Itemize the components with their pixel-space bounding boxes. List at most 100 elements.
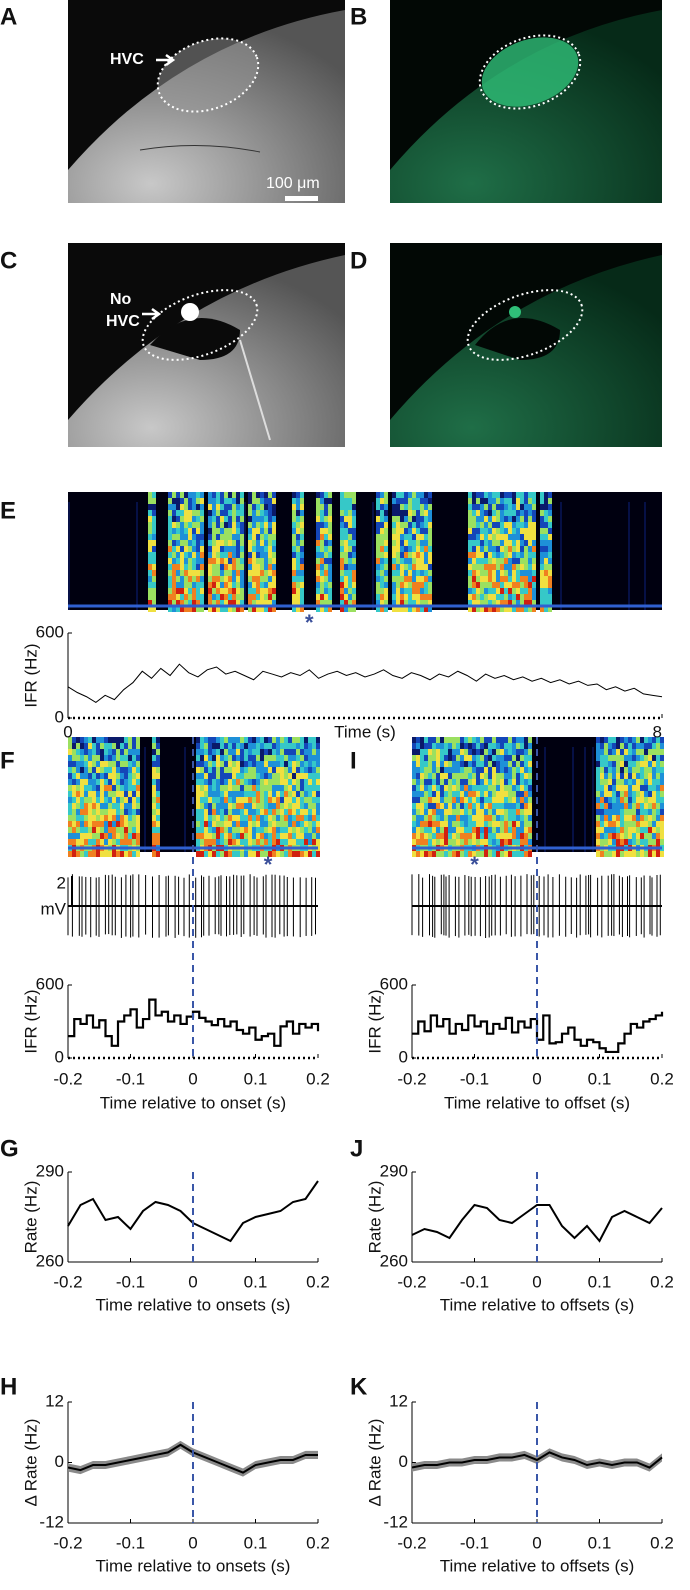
spectrogram-cell [280,773,284,779]
spectrogram-cell [452,851,456,857]
spectrogram-cell [76,767,80,773]
spectrogram-cell [316,594,320,600]
spectrogram-cell [500,833,504,839]
x-tick-label: 0.1 [588,1533,612,1552]
spectrogram-cell [384,522,388,528]
spectrogram-cell [100,737,104,743]
spectrogram-cell [620,821,624,827]
spectrogram-cell [196,546,200,552]
y-axis-label: IFR (Hz) [21,643,40,707]
spectrogram-cell [224,492,228,498]
spectrogram-cell [88,797,92,803]
spectrogram-cell [412,821,416,827]
spectrogram-cell [216,498,220,504]
spectrogram-cell [276,797,280,803]
spectrogram-cell [632,797,636,803]
spectrogram-cell [644,767,648,773]
spectrogram-cell [268,534,272,540]
spectrogram-cell [288,851,292,857]
spectrogram-cell [224,534,228,540]
spectrogram-cell [196,534,200,540]
spectrogram-cell [512,773,516,779]
spectrogram-cell [224,839,228,845]
spectrogram-cell [396,492,400,498]
spectrogram-cell [528,809,532,815]
spectrogram-cell [196,755,200,761]
spectrogram-cell [212,528,216,534]
spectrogram-cell [232,815,236,821]
spectrogram-cell [516,833,520,839]
spectrogram-cell [224,576,228,582]
spectrogram-cell [72,737,76,743]
spectrogram-cell [260,546,264,552]
spectrogram-cell [484,516,488,522]
spectrogram-cell [424,564,428,570]
spectrogram-cell [208,833,212,839]
spectrogram-cell [248,558,252,564]
spectrogram-cell [196,827,200,833]
spectrogram-cell [412,827,416,833]
spectrogram-cell [444,761,448,767]
spectrogram-cell [312,749,316,755]
spectrogram-cell [632,833,636,839]
spectrogram-cell [272,755,276,761]
spectrogram-cell [224,773,228,779]
spectrogram-cell [604,737,608,743]
spectrogram-cell [420,797,424,803]
spectrogram-cell [148,570,152,576]
spectrogram-cell [296,498,300,504]
spectrogram-cell [296,510,300,516]
spectrogram-cell [208,576,212,582]
spectrogram-cell [548,558,552,564]
spectrogram-cell [272,779,276,785]
spectrogram-cell [428,779,432,785]
spectrogram-cell [548,510,552,516]
spectrogram-cell [472,779,476,785]
spectrogram-cell [408,594,412,600]
spectrogram-cell [548,492,552,498]
spectrogram-cell [304,785,308,791]
spectrogram-cell [640,761,644,767]
spectrogram-cell [156,773,160,779]
spectrogram-cell [604,743,608,749]
spectrogram-cell [208,582,212,588]
spectrogram-cell [436,791,440,797]
spectrogram-cell [596,821,600,827]
spectrogram-cell [484,785,488,791]
spectrogram-cell [216,546,220,552]
spectrogram-cell [296,564,300,570]
spectrogram-cell [236,606,240,612]
spectrogram-cell [300,821,304,827]
spectrogram-cell [208,588,212,594]
spectrogram-cell [452,779,456,785]
spectrogram-cell [340,594,344,600]
spectrogram-cell [520,528,524,534]
spectrogram-cell [88,749,92,755]
spectrogram-cell [284,839,288,845]
spectrogram-cell [216,534,220,540]
spectrogram-cell [200,785,204,791]
spectrogram-cell [120,791,124,797]
spectrogram-cell [640,809,644,815]
spectrogram-cell [208,594,212,600]
spectrogram-cell [152,510,156,516]
spectrogram-cell [200,767,204,773]
x-axis-label: Time relative to onsets (s) [96,1295,291,1314]
spectrogram-cell [628,797,632,803]
spectrogram-cell [376,516,380,522]
x-tick-label: -0.1 [460,1069,489,1088]
spectrogram-cell [632,803,636,809]
spectrogram-cell [468,504,472,510]
spectrogram-cell [492,821,496,827]
spectrogram-cell [488,516,492,522]
spectrogram-cell [412,839,416,845]
spectrogram-cell [516,510,520,516]
marker: * [305,610,314,635]
spectrogram-cell [476,606,480,612]
spectrogram-cell [264,827,268,833]
spectrogram-cell [656,851,660,857]
spectrogram-cell [612,791,616,797]
spectrogram-cell [444,737,448,743]
spectrogram-cell [340,576,344,582]
spectrogram-cell [236,510,240,516]
